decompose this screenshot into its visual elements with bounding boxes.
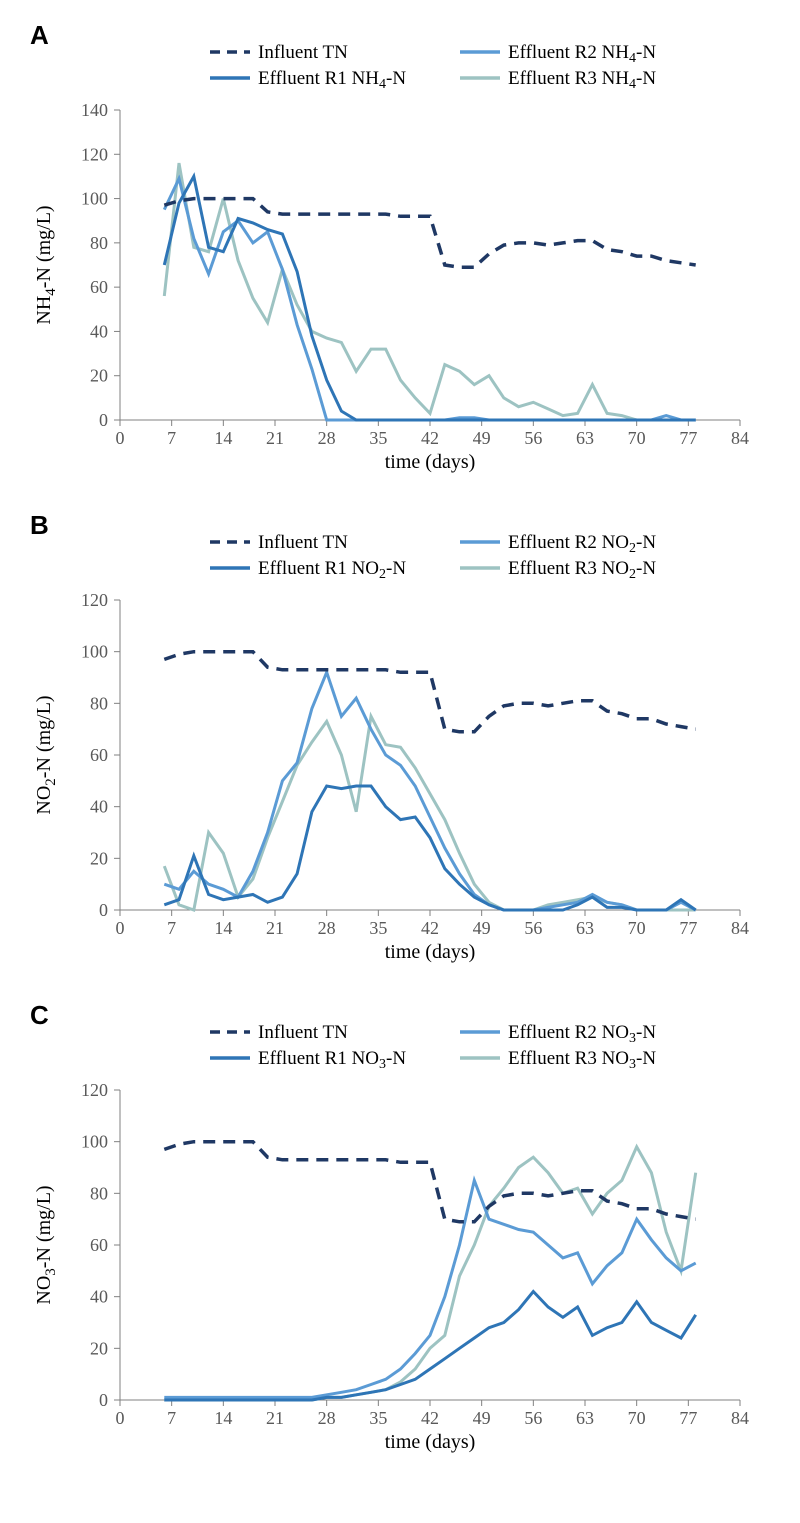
- x-tick-label: 7: [167, 428, 176, 448]
- series-influent: [164, 199, 695, 268]
- x-tick-label: 42: [421, 1408, 439, 1428]
- x-tick-label: 56: [524, 918, 542, 938]
- legend-label-r1: Effluent R1 NH4-N: [258, 68, 406, 92]
- y-axis-title: NO2-N (mg/L): [33, 695, 59, 814]
- legend-label-r1: Effluent R1 NO2-N: [258, 558, 406, 582]
- x-tick-label: 84: [731, 918, 749, 938]
- y-tick-label: 140: [81, 100, 108, 120]
- series-r2: [164, 1180, 695, 1397]
- x-tick-label: 0: [116, 1408, 125, 1428]
- y-tick-label: 40: [90, 797, 108, 817]
- y-tick-label: 120: [81, 144, 108, 164]
- series-r1: [164, 1292, 695, 1401]
- x-tick-label: 35: [369, 918, 387, 938]
- x-tick-label: 7: [167, 918, 176, 938]
- x-tick-label: 7: [167, 1408, 176, 1428]
- x-tick-label: 14: [214, 918, 232, 938]
- legend-label-influent: Influent TN: [258, 532, 348, 553]
- x-tick-label: 77: [679, 918, 697, 938]
- y-tick-label: 0: [99, 1390, 108, 1410]
- x-tick-label: 56: [524, 428, 542, 448]
- x-tick-label: 42: [421, 918, 439, 938]
- series-influent: [164, 652, 695, 732]
- x-tick-label: 63: [576, 428, 594, 448]
- y-tick-label: 100: [81, 642, 108, 662]
- y-tick-label: 80: [90, 233, 108, 253]
- y-tick-label: 120: [81, 1080, 108, 1100]
- y-tick-label: 20: [90, 1338, 108, 1358]
- y-tick-label: 60: [90, 745, 108, 765]
- x-tick-label: 70: [628, 918, 646, 938]
- y-axis-title: NO3-N (mg/L): [33, 1185, 59, 1304]
- chart-A: 0 20 40 60 80 100 120 140 0 7 14 21 28 35 42 49 56 63 70 77…: [20, 20, 760, 480]
- y-tick-label: 80: [90, 1183, 108, 1203]
- chart-C: 0 20 40 60 80 100 120 0 7 14 21 28 35 42 49 56 63 70 77 84 t…: [20, 1000, 760, 1460]
- x-tick-label: 84: [731, 1408, 749, 1428]
- legend-label-r2: Effluent R2 NH4-N: [508, 42, 656, 66]
- x-tick-label: 42: [421, 428, 439, 448]
- series-influent: [164, 1142, 695, 1222]
- x-tick-label: 84: [731, 428, 749, 448]
- series-r1: [164, 176, 695, 420]
- panel-C: C 0 20 40 60 80 100 120 0 7 14 21 28 35 42 49 56 63 70 77 8…: [20, 1000, 780, 1460]
- legend-label-r2: Effluent R2 NO3-N: [508, 1022, 656, 1046]
- x-tick-label: 0: [116, 918, 125, 938]
- legend-label-r2: Effluent R2 NO2-N: [508, 532, 656, 556]
- chart-B: 0 20 40 60 80 100 120 0 7 14 21 28 35 42 49 56 63 70 77 84 t…: [20, 510, 760, 970]
- x-tick-label: 35: [369, 1408, 387, 1428]
- x-tick-label: 49: [473, 428, 491, 448]
- x-tick-label: 63: [576, 1408, 594, 1428]
- x-tick-label: 14: [214, 1408, 232, 1428]
- x-tick-label: 49: [473, 918, 491, 938]
- y-tick-label: 20: [90, 366, 108, 386]
- x-tick-label: 28: [318, 1408, 336, 1428]
- x-tick-label: 0: [116, 428, 125, 448]
- x-tick-label: 21: [266, 1408, 284, 1428]
- series-r3: [164, 716, 695, 910]
- x-tick-label: 28: [318, 428, 336, 448]
- x-tick-label: 70: [628, 1408, 646, 1428]
- x-tick-label: 77: [679, 428, 697, 448]
- panel-label-C: C: [30, 1000, 49, 1031]
- x-axis-title: time (days): [385, 1431, 476, 1453]
- panel-label-A: A: [30, 20, 49, 51]
- x-tick-label: 35: [369, 428, 387, 448]
- panel-B: B 0 20 40 60 80 100 120 0 7 14 21 28 35 42 49 56 63 70 77 8…: [20, 510, 780, 970]
- legend-label-r3: Effluent R3 NO3-N: [508, 1048, 656, 1072]
- legend-label-r1: Effluent R1 NO3-N: [258, 1048, 406, 1072]
- legend-label-influent: Influent TN: [258, 42, 348, 63]
- y-tick-label: 80: [90, 693, 108, 713]
- x-tick-label: 63: [576, 918, 594, 938]
- legend-label-r3: Effluent R3 NH4-N: [508, 68, 656, 92]
- y-tick-label: 0: [99, 410, 108, 430]
- x-tick-label: 21: [266, 918, 284, 938]
- x-axis-title: time (days): [385, 941, 476, 963]
- series-r3: [164, 163, 695, 420]
- y-tick-label: 100: [81, 1132, 108, 1152]
- x-tick-label: 49: [473, 1408, 491, 1428]
- y-tick-label: 20: [90, 848, 108, 868]
- x-axis-title: time (days): [385, 451, 476, 473]
- y-tick-label: 100: [81, 189, 108, 209]
- y-axis-title: NH4-N (mg/L): [33, 205, 59, 324]
- y-tick-label: 60: [90, 277, 108, 297]
- x-tick-label: 56: [524, 1408, 542, 1428]
- x-tick-label: 21: [266, 428, 284, 448]
- y-tick-label: 60: [90, 1235, 108, 1255]
- x-tick-label: 77: [679, 1408, 697, 1428]
- y-tick-label: 40: [90, 321, 108, 341]
- y-tick-label: 120: [81, 590, 108, 610]
- y-tick-label: 40: [90, 1287, 108, 1307]
- panel-label-B: B: [30, 510, 49, 541]
- x-tick-label: 14: [214, 428, 232, 448]
- x-tick-label: 70: [628, 428, 646, 448]
- legend-label-r3: Effluent R3 NO2-N: [508, 558, 656, 582]
- y-tick-label: 0: [99, 900, 108, 920]
- x-tick-label: 28: [318, 918, 336, 938]
- panel-A: A 0 20 40 60 80 100 120 140 0 7 14 21 28 35 42 49 56 63 70…: [20, 20, 780, 480]
- legend-label-influent: Influent TN: [258, 1022, 348, 1043]
- series-r3: [164, 1147, 695, 1400]
